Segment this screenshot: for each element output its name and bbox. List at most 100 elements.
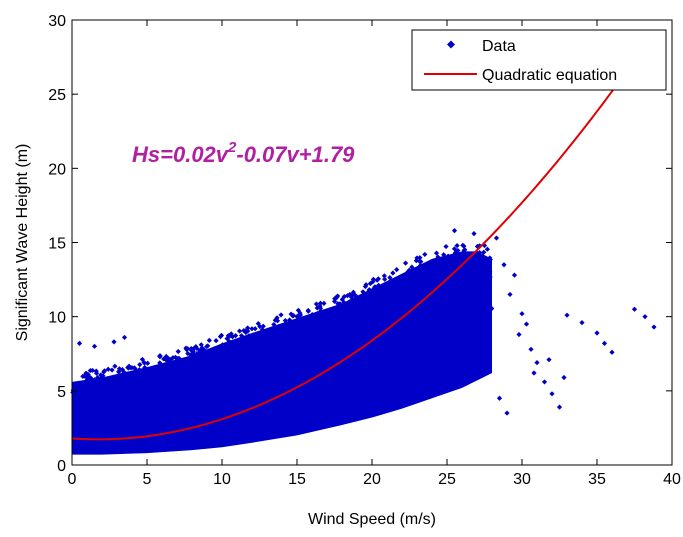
data-point xyxy=(441,259,448,265)
data-point xyxy=(182,361,189,368)
data-point xyxy=(349,400,355,407)
data-point xyxy=(157,360,163,366)
data-point xyxy=(390,270,396,276)
data-point xyxy=(110,396,116,402)
data-point xyxy=(213,366,219,372)
data-point xyxy=(116,366,123,372)
fit-equation-annotation: Hs=0.02v2-0.07v+1.79 xyxy=(132,139,355,167)
x-tick-label: 25 xyxy=(438,471,456,488)
data-point xyxy=(381,294,387,300)
data-point xyxy=(460,291,467,297)
data-point xyxy=(409,264,415,270)
data-point xyxy=(454,293,460,300)
data-point xyxy=(89,408,96,414)
data-point xyxy=(238,333,245,339)
data-point xyxy=(267,363,273,369)
data-point xyxy=(340,303,346,310)
data-point xyxy=(446,258,452,264)
data-point xyxy=(136,380,143,386)
data-point xyxy=(416,258,422,264)
data-point xyxy=(156,377,163,383)
data-point xyxy=(451,246,458,252)
data-point xyxy=(457,297,464,303)
data-point xyxy=(293,374,300,380)
data-point xyxy=(457,335,463,341)
data-point-outlier xyxy=(504,410,510,416)
data-point xyxy=(350,291,357,297)
data-point xyxy=(325,377,331,383)
data-point xyxy=(321,347,327,353)
data-point xyxy=(268,368,274,375)
data-point xyxy=(363,385,369,392)
data-point xyxy=(193,360,199,366)
data-point xyxy=(423,291,429,297)
x-tick-label: 15 xyxy=(288,471,306,488)
data-point xyxy=(432,291,438,298)
data-point xyxy=(83,370,89,376)
data-point xyxy=(313,301,320,307)
data-point xyxy=(200,370,206,376)
data-point xyxy=(206,337,212,344)
data-point xyxy=(317,313,323,319)
data-point xyxy=(477,259,483,265)
data-point xyxy=(384,358,390,364)
data-point xyxy=(298,316,304,322)
data-point xyxy=(224,369,230,376)
data-point xyxy=(167,391,174,397)
data-point xyxy=(309,317,315,323)
data-point xyxy=(487,274,493,280)
legend-label-data: Data xyxy=(482,38,516,55)
data-point xyxy=(460,287,466,293)
data-point xyxy=(215,361,221,367)
data-point xyxy=(198,431,204,437)
data-point xyxy=(314,305,320,311)
data-point xyxy=(360,289,366,295)
data-point xyxy=(233,382,239,388)
equation-superscript: 2 xyxy=(227,139,237,156)
data-point xyxy=(190,348,196,354)
data-point xyxy=(299,352,305,358)
data-point xyxy=(351,338,357,344)
x-tick-label: 35 xyxy=(588,471,606,488)
data-point xyxy=(180,385,186,392)
data-point xyxy=(145,381,151,387)
data-point xyxy=(326,357,332,364)
data-point xyxy=(427,281,433,287)
data-point xyxy=(274,318,281,324)
data-point xyxy=(446,288,452,294)
y-tick-label: 15 xyxy=(48,236,66,253)
data-point xyxy=(163,381,170,388)
data-point xyxy=(450,265,456,272)
data-point xyxy=(377,375,383,381)
data-point xyxy=(271,348,277,354)
data-point xyxy=(172,354,179,360)
data-point xyxy=(293,324,299,331)
data-point xyxy=(101,385,107,391)
data-point xyxy=(152,387,158,393)
data-point xyxy=(235,361,241,367)
data-point xyxy=(441,287,447,293)
data-point xyxy=(103,404,109,410)
data-point xyxy=(351,316,358,322)
data-point xyxy=(441,252,447,258)
data-point xyxy=(257,323,263,330)
data-point xyxy=(186,360,192,366)
data-point xyxy=(385,327,392,333)
data-point xyxy=(148,373,154,379)
data-point xyxy=(250,333,256,339)
data-point-outlier xyxy=(564,312,570,318)
data-point xyxy=(227,353,233,360)
data-point xyxy=(458,327,464,334)
data-point xyxy=(317,342,323,349)
data-point xyxy=(95,402,101,408)
data-point xyxy=(307,316,313,322)
data-series-points xyxy=(70,228,657,455)
data-point xyxy=(247,353,253,359)
data-point xyxy=(164,440,170,447)
data-point xyxy=(177,360,183,366)
data-point xyxy=(186,363,192,370)
data-point xyxy=(457,357,464,363)
data-point xyxy=(169,363,175,369)
y-axis-label: Significant Wave Height (m) xyxy=(14,144,31,342)
data-point xyxy=(150,401,156,407)
